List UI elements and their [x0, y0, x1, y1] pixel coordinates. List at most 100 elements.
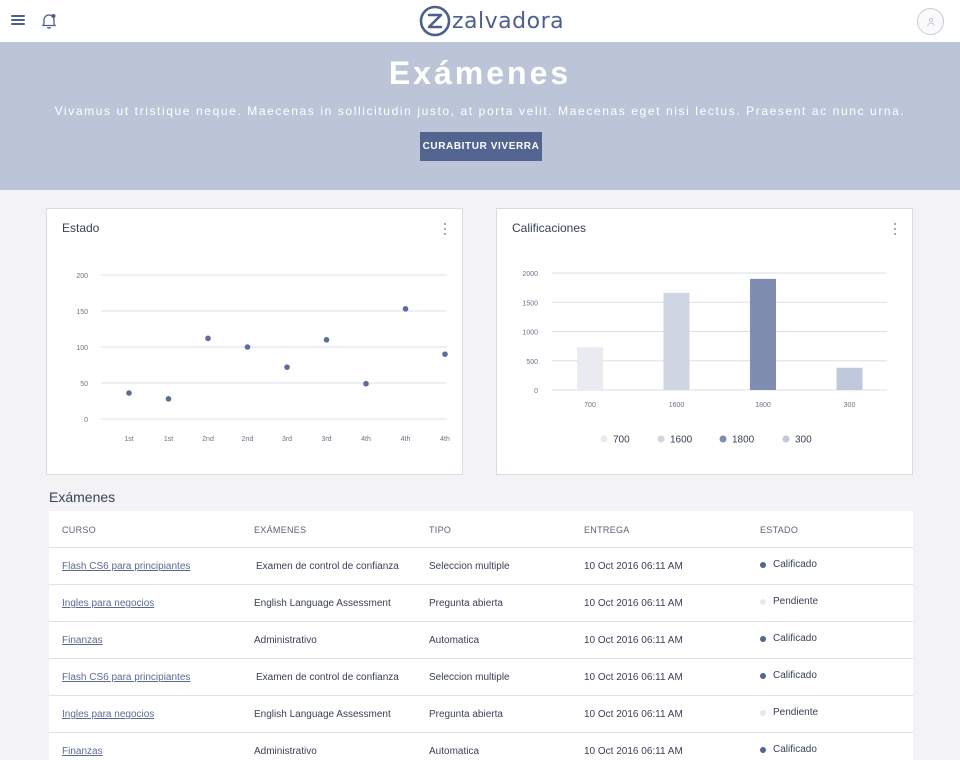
hero-banner: Exámenes Vivamus ut tristique neque. Mae…	[0, 42, 960, 190]
bell-icon[interactable]	[41, 12, 57, 30]
x-tick-label: 1st	[124, 436, 133, 443]
legend-label: 700	[613, 435, 630, 446]
course-link[interactable]: Flash CS6 para principiantes	[62, 561, 191, 572]
bar	[577, 347, 603, 390]
course-link[interactable]: Ingles para negocios	[62, 598, 155, 609]
legend-label: 1600	[670, 435, 693, 446]
exam-type: Pregunta abierta	[429, 709, 503, 720]
status-badge: Calificado	[760, 731, 817, 760]
data-point	[244, 344, 251, 350]
estado-chart: 0 50 100 150 200 1st 1st 2nd 2nd 3rd 3rd 4th 4th 4th	[76, 273, 450, 443]
x-tick-label: 3rd	[282, 436, 292, 443]
table-section-title: Exámenes	[49, 489, 116, 505]
header-entrega: ENTREGA	[584, 524, 630, 535]
bar	[663, 292, 690, 390]
x-tick-label: 4th	[361, 436, 371, 443]
legend-marker	[719, 435, 727, 443]
data-point	[323, 337, 330, 343]
table-row[interactable]: Flash CS6 para principiantes Examen de co…	[49, 548, 913, 585]
status-text: Pendiente	[773, 596, 819, 607]
status-dot	[760, 672, 766, 679]
y-tick-label: 100	[76, 345, 88, 352]
status-dot	[760, 598, 766, 605]
delivery-date: 10 Oct 2016 06:11 AM	[584, 746, 683, 757]
status-dot	[760, 561, 766, 568]
estado-card-title: Estado	[62, 221, 100, 235]
y-tick-label: 500	[526, 359, 538, 366]
legend-marker	[600, 435, 608, 443]
calificaciones-chart: 0 500 1000 1500 2000 700 1600 1800 300 700 1600 180…	[522, 271, 887, 446]
y-tick-label: 200	[76, 273, 88, 280]
y-tick-label: 1000	[522, 330, 538, 337]
x-tick-label: 700	[584, 402, 596, 409]
legend-label: 300	[795, 435, 812, 446]
exam-type: Seleccion multiple	[429, 561, 510, 572]
course-link[interactable]: Finanzas	[62, 746, 103, 757]
delivery-date: 10 Oct 2016 06:11 AM	[584, 598, 683, 609]
exam-type: Automatica	[429, 746, 480, 757]
y-tick-label: 150	[76, 309, 88, 316]
data-point	[126, 390, 132, 396]
status-badge: Pendiente	[760, 694, 818, 731]
logo[interactable]: zalvadora	[419, 4, 564, 38]
status-text: Calificado	[773, 670, 817, 681]
status-text: Calificado	[773, 744, 817, 755]
delivery-date: 10 Oct 2016 06:11 AM	[584, 635, 683, 646]
calificaciones-card-title: Calificaciones	[512, 221, 587, 235]
menu-icon[interactable]	[11, 13, 26, 27]
table-row[interactable]: Flash CS6 para principiantes Examen de co…	[49, 659, 913, 696]
exam-name: Examen de control de confianza	[256, 561, 399, 572]
y-tick-label: 50	[80, 381, 88, 388]
estado-more-icon[interactable]	[442, 222, 448, 236]
status-badge: Calificado	[760, 546, 817, 583]
calificaciones-more-icon[interactable]	[892, 222, 898, 236]
exam-name: English Language Assessment	[254, 598, 391, 609]
status-dot	[760, 746, 766, 753]
table-row[interactable]: Finanzas Administrativo Automatica 10 Oct 2…	[49, 622, 913, 659]
table-row[interactable]: Ingles para negocios English Language Ass…	[49, 585, 913, 622]
x-tick-label: 4th	[440, 436, 450, 443]
curabitur-viverra-button[interactable]: CURABITUR VIVERRA	[420, 132, 542, 161]
status-text: Calificado	[773, 559, 817, 570]
exam-name: Examen de control de confianza	[256, 672, 399, 683]
course-link[interactable]: Ingles para negocios	[62, 709, 155, 720]
delivery-date: 10 Oct 2016 06:11 AM	[584, 672, 683, 683]
status-dot	[760, 635, 766, 642]
exam-type: Pregunta abierta	[429, 598, 503, 609]
table-header: CURSO EXÁMENES TIPO ENTREGA ESTADO	[49, 511, 913, 548]
data-point	[165, 396, 172, 402]
x-tick-label: 1800	[755, 402, 771, 409]
course-link[interactable]: Flash CS6 para principiantes	[62, 672, 191, 683]
status-badge: Pendiente	[760, 583, 818, 620]
y-tick-label: 0	[534, 388, 538, 395]
logo-text: zalvadora	[452, 8, 565, 34]
x-tick-label: 2nd	[242, 436, 254, 443]
exams-table: CURSO EXÁMENES TIPO ENTREGA ESTADO Flash…	[49, 511, 913, 760]
table-row[interactable]: Finanzas Administrativo Automatica 10 Oct 2…	[49, 733, 913, 760]
header-tipo: TIPO	[429, 524, 452, 535]
x-tick-label: 2nd	[202, 436, 214, 443]
header-examenes: EXÁMENES	[254, 524, 307, 535]
y-tick-label: 0	[84, 417, 88, 424]
status-badge: Calificado	[760, 620, 817, 657]
course-link[interactable]: Finanzas	[62, 635, 103, 646]
exam-type: Automatica	[429, 635, 480, 646]
x-tick-label: 300	[844, 402, 856, 409]
logo-icon	[419, 5, 451, 37]
data-point	[205, 335, 211, 342]
estado-card: Estado 0 50 100 150 200 1st 1st 2nd 2nd 3rd 3rd 4th…	[46, 208, 463, 475]
data-point	[284, 364, 290, 370]
legend-label: 1800	[732, 435, 755, 446]
table-body: Flash CS6 para principiantes Examen de co…	[49, 548, 913, 760]
delivery-date: 10 Oct 2016 06:11 AM	[584, 709, 683, 720]
x-tick-label: 1st	[164, 436, 173, 443]
exam-name: English Language Assessment	[254, 709, 391, 720]
header-curso: CURSO	[62, 524, 97, 535]
x-tick-label: 3rd	[321, 436, 331, 443]
user-avatar[interactable]	[917, 8, 944, 35]
status-dot	[760, 709, 766, 716]
exam-name: Administrativo	[254, 635, 317, 646]
exam-name: Administrativo	[254, 746, 317, 757]
table-row[interactable]: Ingles para negocios English Language Ass…	[49, 696, 913, 733]
status-text: Calificado	[773, 633, 817, 644]
